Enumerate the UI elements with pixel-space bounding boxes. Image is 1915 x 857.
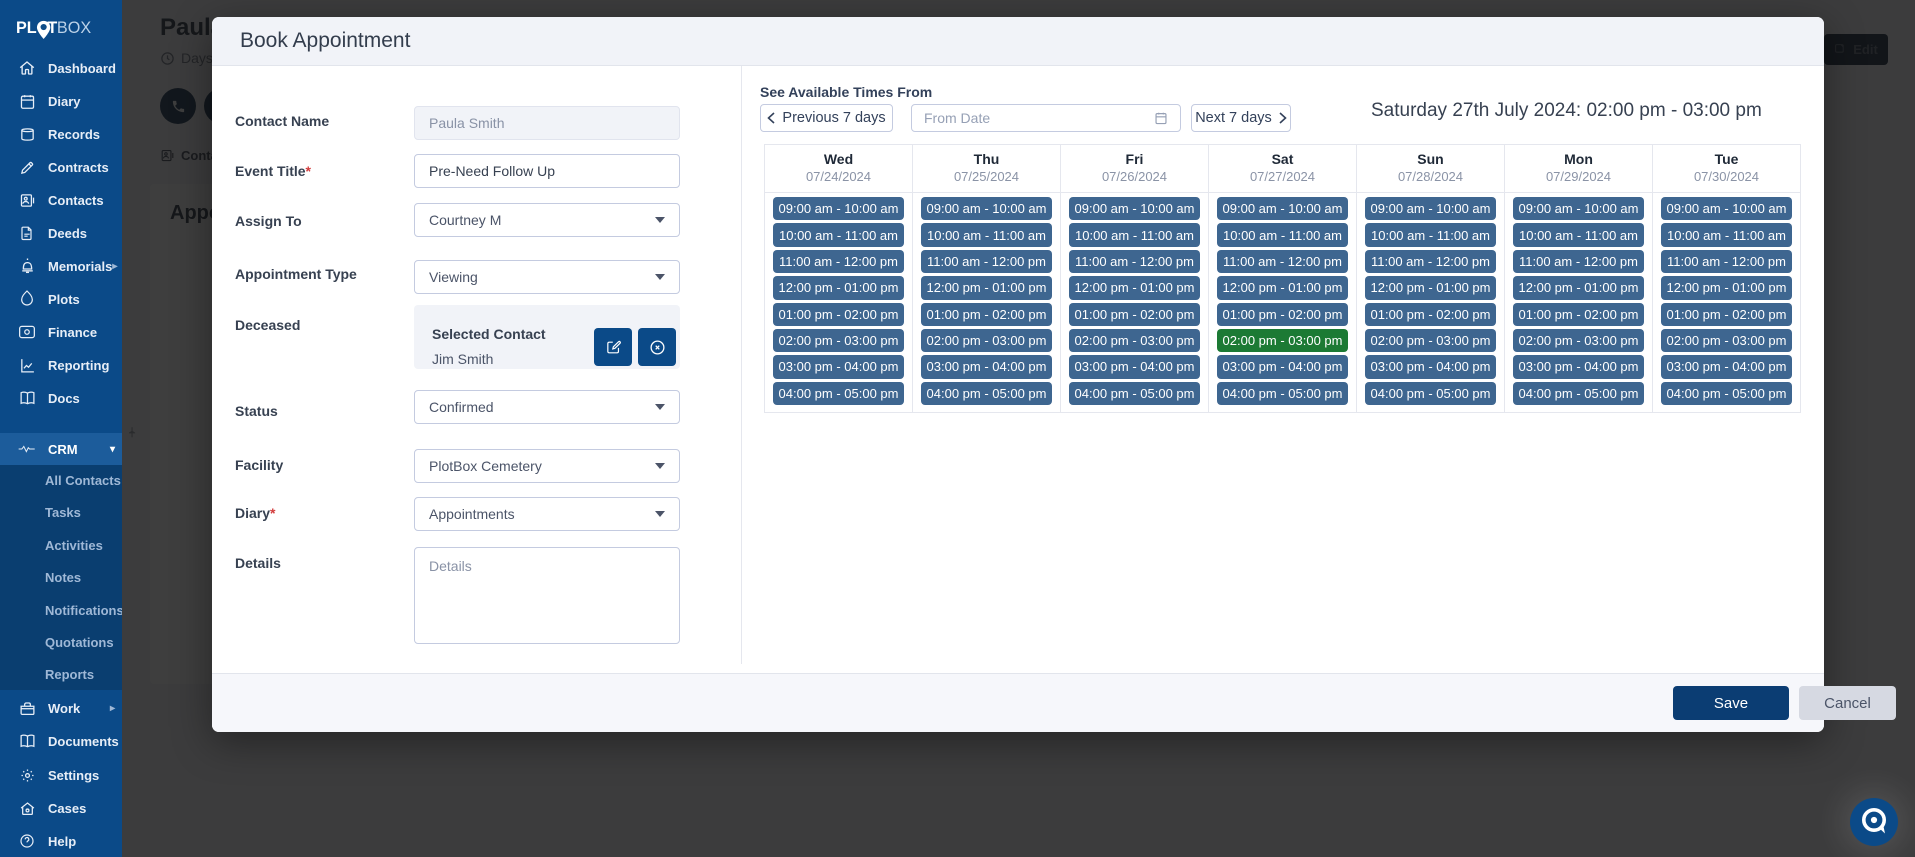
svg-text:PL: PL [16,19,37,37]
svg-text:BOX: BOX [57,19,91,37]
